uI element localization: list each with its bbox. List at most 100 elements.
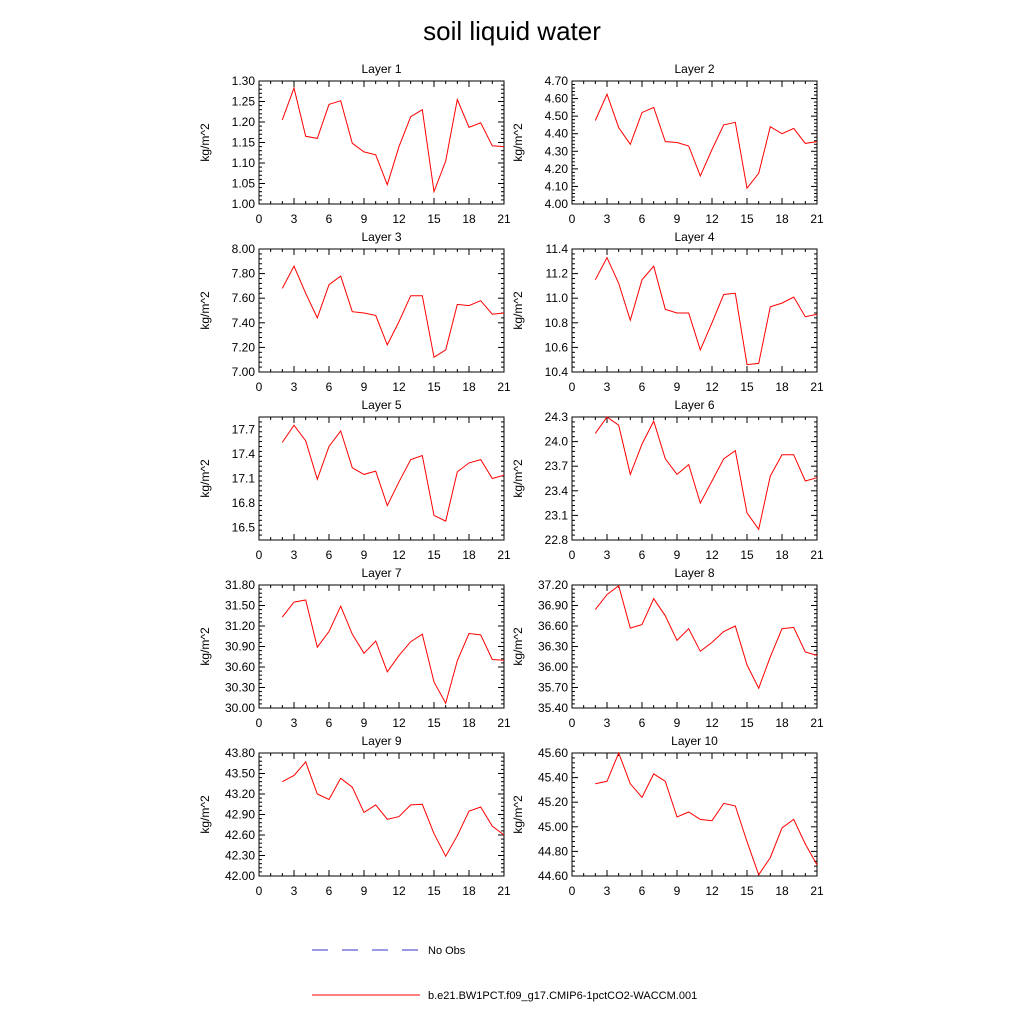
y-tick-label: 24.0 xyxy=(545,435,569,449)
x-tick-label: 6 xyxy=(639,380,646,394)
y-tick-label: 11.4 xyxy=(546,242,569,256)
x-tick-label: 9 xyxy=(674,380,681,394)
figure-title: soil liquid water xyxy=(423,16,601,46)
y-tick-label: 24.3 xyxy=(545,410,569,424)
x-tick-label: 3 xyxy=(291,212,298,226)
y-tick-label: 37.20 xyxy=(538,578,568,592)
y-tick-label: 1.25 xyxy=(232,95,256,109)
y-axis-label: kg/m^2 xyxy=(511,795,525,834)
y-tick-label: 30.90 xyxy=(225,640,255,654)
y-tick-label: 31.80 xyxy=(225,578,255,592)
y-tick-label: 35.70 xyxy=(538,681,568,695)
x-tick-label: 6 xyxy=(326,212,333,226)
x-tick-label: 9 xyxy=(361,380,368,394)
y-tick-label: 22.8 xyxy=(545,533,569,547)
x-tick-label: 9 xyxy=(674,884,681,898)
series-line xyxy=(594,92,818,190)
y-tick-label: 42.30 xyxy=(225,849,255,863)
x-tick-label: 18 xyxy=(775,380,789,394)
x-tick-label: 0 xyxy=(256,884,263,898)
y-tick-label: 45.20 xyxy=(538,795,568,809)
y-tick-label: 17.4 xyxy=(232,447,256,461)
x-tick-label: 0 xyxy=(569,548,576,562)
y-tick-label: 16.5 xyxy=(232,521,256,535)
x-tick-label: 6 xyxy=(639,884,646,898)
panel-title: Layer 8 xyxy=(674,566,714,580)
panel-4: Layer 4 0 3 6 9 12 15 18 21 10.4 10.6 10.8 11.0 11.2 1… xyxy=(511,230,824,394)
y-tick-label: 7.80 xyxy=(232,267,256,281)
x-tick-label: 0 xyxy=(569,884,576,898)
plot-frame xyxy=(258,416,505,541)
y-tick-label: 4.50 xyxy=(545,109,569,123)
panel-title: Layer 10 xyxy=(671,734,718,748)
x-tick-label: 21 xyxy=(810,212,824,226)
y-tick-label: 10.6 xyxy=(545,340,569,354)
panel-title: Layer 4 xyxy=(674,230,714,244)
y-tick-label: 44.80 xyxy=(538,844,568,858)
series-line xyxy=(594,584,818,690)
x-tick-label: 0 xyxy=(569,212,576,226)
y-tick-label: 17.7 xyxy=(232,422,256,436)
y-tick-label: 42.60 xyxy=(225,828,255,842)
x-tick-label: 3 xyxy=(291,380,298,394)
panel-title: Layer 1 xyxy=(361,62,401,76)
x-tick-label: 12 xyxy=(705,716,719,730)
plot-frame xyxy=(571,248,818,373)
y-axis-label: kg/m^2 xyxy=(198,627,212,666)
y-tick-label: 36.00 xyxy=(538,660,568,674)
x-tick-label: 12 xyxy=(705,380,719,394)
y-tick-label: 30.00 xyxy=(225,701,255,715)
y-tick-label: 1.00 xyxy=(232,197,256,211)
series-line xyxy=(281,86,505,194)
x-tick-label: 15 xyxy=(740,548,754,562)
x-tick-label: 3 xyxy=(291,716,298,730)
x-tick-label: 21 xyxy=(810,548,824,562)
series-line xyxy=(594,256,818,366)
x-tick-label: 3 xyxy=(604,548,611,562)
x-tick-label: 18 xyxy=(462,548,476,562)
panel-7: Layer 7 0 3 6 9 12 15 18 21 30.00 30.30 30.60 30.90 3… xyxy=(198,566,511,730)
series-line xyxy=(281,265,505,359)
y-tick-label: 45.40 xyxy=(538,771,568,785)
panel-grid: Layer 10 3 6 9 12 15 18 211.001.051.101.151.201… xyxy=(198,62,824,898)
legend: No Obs b.e21.BW1PCT.f09_g17.CMIP6-1pctCO… xyxy=(312,945,697,1002)
x-tick-label: 12 xyxy=(705,884,719,898)
x-tick-label: 18 xyxy=(775,884,789,898)
x-tick-label: 21 xyxy=(497,548,511,562)
panel-title: Layer 9 xyxy=(361,734,401,748)
y-tick-label: 45.00 xyxy=(538,820,568,834)
x-tick-label: 18 xyxy=(462,212,476,226)
plot-frame xyxy=(571,80,818,205)
x-tick-label: 3 xyxy=(291,548,298,562)
series-line xyxy=(281,599,505,705)
x-tick-label: 12 xyxy=(392,212,406,226)
series-line xyxy=(595,751,818,876)
x-tick-label: 18 xyxy=(775,716,789,730)
y-tick-label: 36.60 xyxy=(538,619,568,633)
x-tick-label: 6 xyxy=(326,380,333,394)
panel-title: Layer 5 xyxy=(361,398,401,412)
y-tick-label: 7.40 xyxy=(232,316,256,330)
x-tick-label: 6 xyxy=(639,212,646,226)
y-tick-label: 43.50 xyxy=(225,767,255,781)
x-tick-label: 18 xyxy=(775,548,789,562)
x-tick-label: 18 xyxy=(462,884,476,898)
y-tick-label: 36.90 xyxy=(538,599,568,613)
x-tick-label: 6 xyxy=(639,548,646,562)
y-tick-label: 36.30 xyxy=(538,640,568,654)
x-tick-label: 6 xyxy=(639,716,646,730)
x-tick-label: 9 xyxy=(674,212,681,226)
y-tick-label: 1.15 xyxy=(232,136,256,150)
x-tick-label: 9 xyxy=(674,716,681,730)
x-tick-label: 6 xyxy=(326,716,333,730)
x-tick-label: 21 xyxy=(497,380,511,394)
x-tick-label: 9 xyxy=(361,212,368,226)
x-tick-label: 0 xyxy=(569,380,576,394)
x-tick-label: 21 xyxy=(497,884,511,898)
x-tick-label: 3 xyxy=(604,212,611,226)
x-tick-label: 12 xyxy=(392,884,406,898)
y-tick-label: 7.20 xyxy=(232,340,256,354)
panel-title: Layer 2 xyxy=(674,62,714,76)
